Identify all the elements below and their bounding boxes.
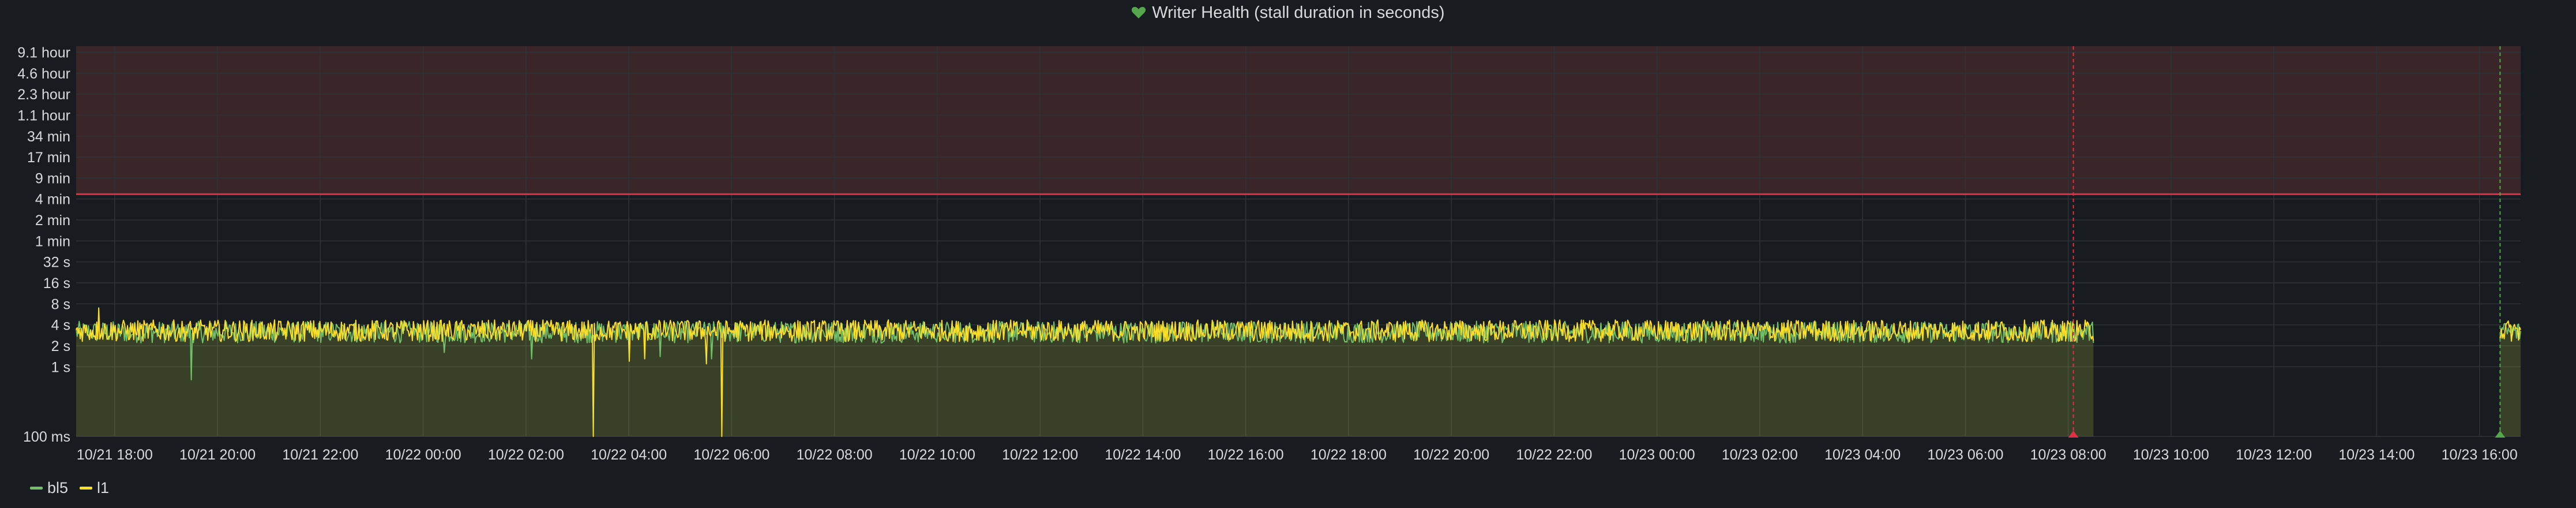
x-tick-label: 10/22 20:00 (1413, 447, 1489, 463)
legend: bl5 l1 (30, 479, 109, 497)
series-area-bl5 (76, 321, 2094, 436)
y-tick-label: 100 ms (23, 429, 70, 445)
legend-item-bl5[interactable]: bl5 (30, 479, 68, 497)
annotation-marker-red (2068, 431, 2079, 438)
x-tick-label: 10/23 00:00 (1619, 447, 1695, 463)
series-line-l1 (76, 307, 2094, 437)
y-tick-label: 9.1 hour (17, 44, 70, 61)
series-area-l1 (2500, 321, 2521, 436)
y-tick-label: 4 s (51, 318, 70, 334)
x-tick-label: 10/22 04:00 (591, 447, 667, 463)
panel-header[interactable]: Writer Health (stall duration in seconds… (0, 0, 2576, 25)
y-tick-label: 32 s (43, 255, 70, 271)
x-tick-label: 10/23 08:00 (2030, 447, 2106, 463)
y-tick-label: 1.1 hour (17, 107, 70, 124)
y-tick-label: 8 s (51, 296, 70, 312)
y-tick-label: 4.6 hour (17, 66, 70, 82)
y-tick-label: 16 s (43, 275, 70, 292)
x-tick-label: 10/21 22:00 (282, 447, 358, 463)
y-tick-label: 17 min (27, 150, 70, 166)
x-tick-label: 10/23 16:00 (2442, 447, 2518, 463)
legend-swatch-bl5 (30, 487, 43, 490)
y-tick-label: 34 min (27, 129, 70, 145)
legend-swatch-l1 (80, 487, 93, 490)
heart-icon (1131, 6, 1146, 20)
x-tick-label: 10/22 14:00 (1105, 447, 1181, 463)
x-tick-label: 10/23 12:00 (2236, 447, 2312, 463)
y-tick-label: 4 min (35, 192, 70, 208)
threshold-region (76, 46, 2521, 195)
x-tick-label: 10/23 04:00 (1824, 447, 1901, 463)
legend-label[interactable]: l1 (97, 479, 110, 496)
x-tick-label: 10/22 08:00 (797, 447, 873, 463)
panel-title[interactable]: Writer Health (stall duration in seconds… (1152, 3, 1445, 22)
x-tick-label: 10/23 02:00 (1722, 447, 1798, 463)
y-tick-label: 1 min (35, 233, 70, 249)
x-tick-label: 10/23 06:00 (1927, 447, 2003, 463)
x-tick-label: 10/22 18:00 (1310, 447, 1387, 463)
y-tick-label: 1 s (51, 359, 70, 375)
annotation-marker-green (2495, 431, 2506, 438)
x-tick-label: 10/21 20:00 (179, 447, 256, 463)
x-tick-label: 10/22 12:00 (1002, 447, 1078, 463)
x-tick-label: 10/22 10:00 (899, 447, 975, 463)
x-tick-label: 10/22 16:00 (1208, 447, 1284, 463)
legend-label[interactable]: bl5 (47, 479, 69, 496)
series-area-bl5 (2500, 323, 2521, 436)
x-tick-label: 10/22 06:00 (693, 447, 769, 463)
y-tick-label: 9 min (35, 170, 70, 186)
y-tick-label: 2 min (35, 212, 70, 229)
x-tick-label: 10/22 22:00 (1516, 447, 1592, 463)
y-tick-label: 2 s (51, 338, 70, 354)
x-tick-label: 10/21 18:00 (77, 447, 153, 463)
legend-item-l1[interactable]: l1 (80, 479, 109, 497)
x-tick-label: 10/23 14:00 (2338, 447, 2414, 463)
series-line-l1 (2499, 320, 2521, 342)
x-tick-label: 10/22 02:00 (488, 447, 564, 463)
x-tick-label: 10/23 10:00 (2133, 447, 2209, 463)
x-tick-label: 10/22 00:00 (385, 447, 461, 463)
y-tick-label: 2.3 hour (17, 87, 70, 103)
